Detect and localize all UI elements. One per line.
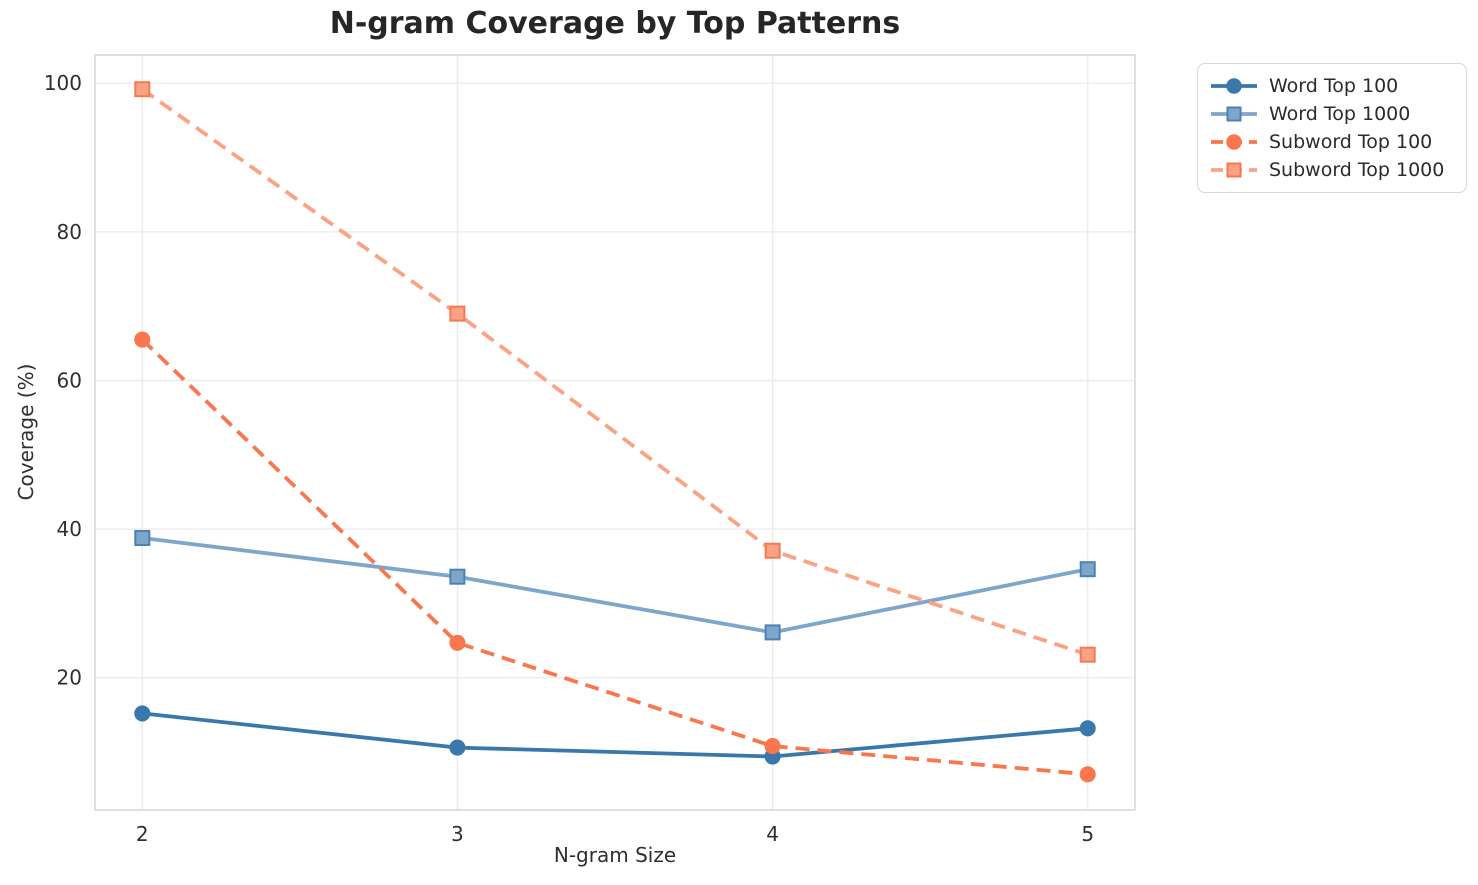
legend-marker-circle-subword-top-100 bbox=[1226, 134, 1242, 150]
legend-line-sample-word-top-1000 bbox=[1211, 106, 1257, 122]
series-line-word-top-1000 bbox=[142, 536, 1089, 635]
data-point-subword-top-100 bbox=[1079, 766, 1096, 783]
x-tick-label: 2 bbox=[136, 822, 149, 846]
y-tick-label: 100 bbox=[44, 71, 82, 95]
legend-marker-square-subword-top-1000 bbox=[1226, 162, 1242, 178]
data-point-word-top-1000 bbox=[449, 568, 466, 585]
legend-line-sample-word-top-100 bbox=[1211, 78, 1257, 94]
legend: Word Top 100 Word Top 1000 Subword Top 100… bbox=[1197, 63, 1467, 193]
legend-line-sample-subword-top-1000 bbox=[1211, 162, 1257, 178]
x-axis-label: N-gram Size bbox=[553, 843, 677, 867]
data-point-subword-top-100 bbox=[764, 738, 781, 755]
legend-label-subword-top-100: Subword Top 100 bbox=[1269, 131, 1433, 153]
data-point-subword-top-1000 bbox=[449, 305, 466, 322]
legend-item-subword-top-1000: Subword Top 1000 bbox=[1210, 159, 1454, 181]
y-tick-label: 40 bbox=[57, 517, 82, 541]
data-point-subword-top-1000 bbox=[1079, 646, 1096, 663]
data-point-word-top-1000 bbox=[134, 530, 151, 546]
legend-marker-circle-word-top-100 bbox=[1226, 78, 1242, 94]
series-line-subword-top-1000 bbox=[141, 87, 1089, 657]
plot-border bbox=[94, 54, 1136, 811]
data-point-word-top-100 bbox=[134, 705, 151, 722]
y-axis-label: Coverage (%) bbox=[14, 363, 38, 501]
series-line-word-top-100 bbox=[142, 711, 1088, 759]
legend-item-subword-top-100: Subword Top 100 bbox=[1210, 131, 1454, 153]
data-point-word-top-100 bbox=[449, 739, 466, 756]
legend-marker-square-word-top-1000 bbox=[1226, 106, 1242, 122]
data-point-subword-top-1000 bbox=[764, 542, 781, 559]
y-tick-label: 80 bbox=[57, 220, 82, 244]
legend-item-word-top-1000: Word Top 1000 bbox=[1210, 103, 1454, 125]
data-point-word-top-1000 bbox=[764, 624, 781, 641]
chart-title: N-gram Coverage by Top Patterns bbox=[329, 6, 901, 41]
legend-label-word-top-1000: Word Top 1000 bbox=[1269, 103, 1411, 125]
data-point-word-top-1000 bbox=[1079, 561, 1096, 578]
x-tick-label: 5 bbox=[1081, 822, 1094, 846]
series-line-subword-top-100 bbox=[140, 338, 1088, 777]
legend-label-subword-top-1000: Subword Top 1000 bbox=[1269, 159, 1445, 181]
data-point-subword-top-100 bbox=[134, 331, 151, 348]
y-tick-label: 60 bbox=[57, 369, 82, 393]
legend-label-word-top-100: Word Top 100 bbox=[1269, 75, 1399, 97]
data-point-word-top-100 bbox=[1079, 720, 1096, 737]
data-point-subword-top-1000 bbox=[134, 81, 151, 98]
y-tick-label: 20 bbox=[57, 666, 82, 690]
data-point-subword-top-100 bbox=[449, 634, 466, 651]
legend-line-sample-subword-top-100 bbox=[1211, 134, 1257, 150]
legend-item-word-top-100: Word Top 100 bbox=[1210, 75, 1454, 97]
x-tick-label: 4 bbox=[766, 822, 779, 846]
x-tick-label: 3 bbox=[451, 822, 464, 846]
